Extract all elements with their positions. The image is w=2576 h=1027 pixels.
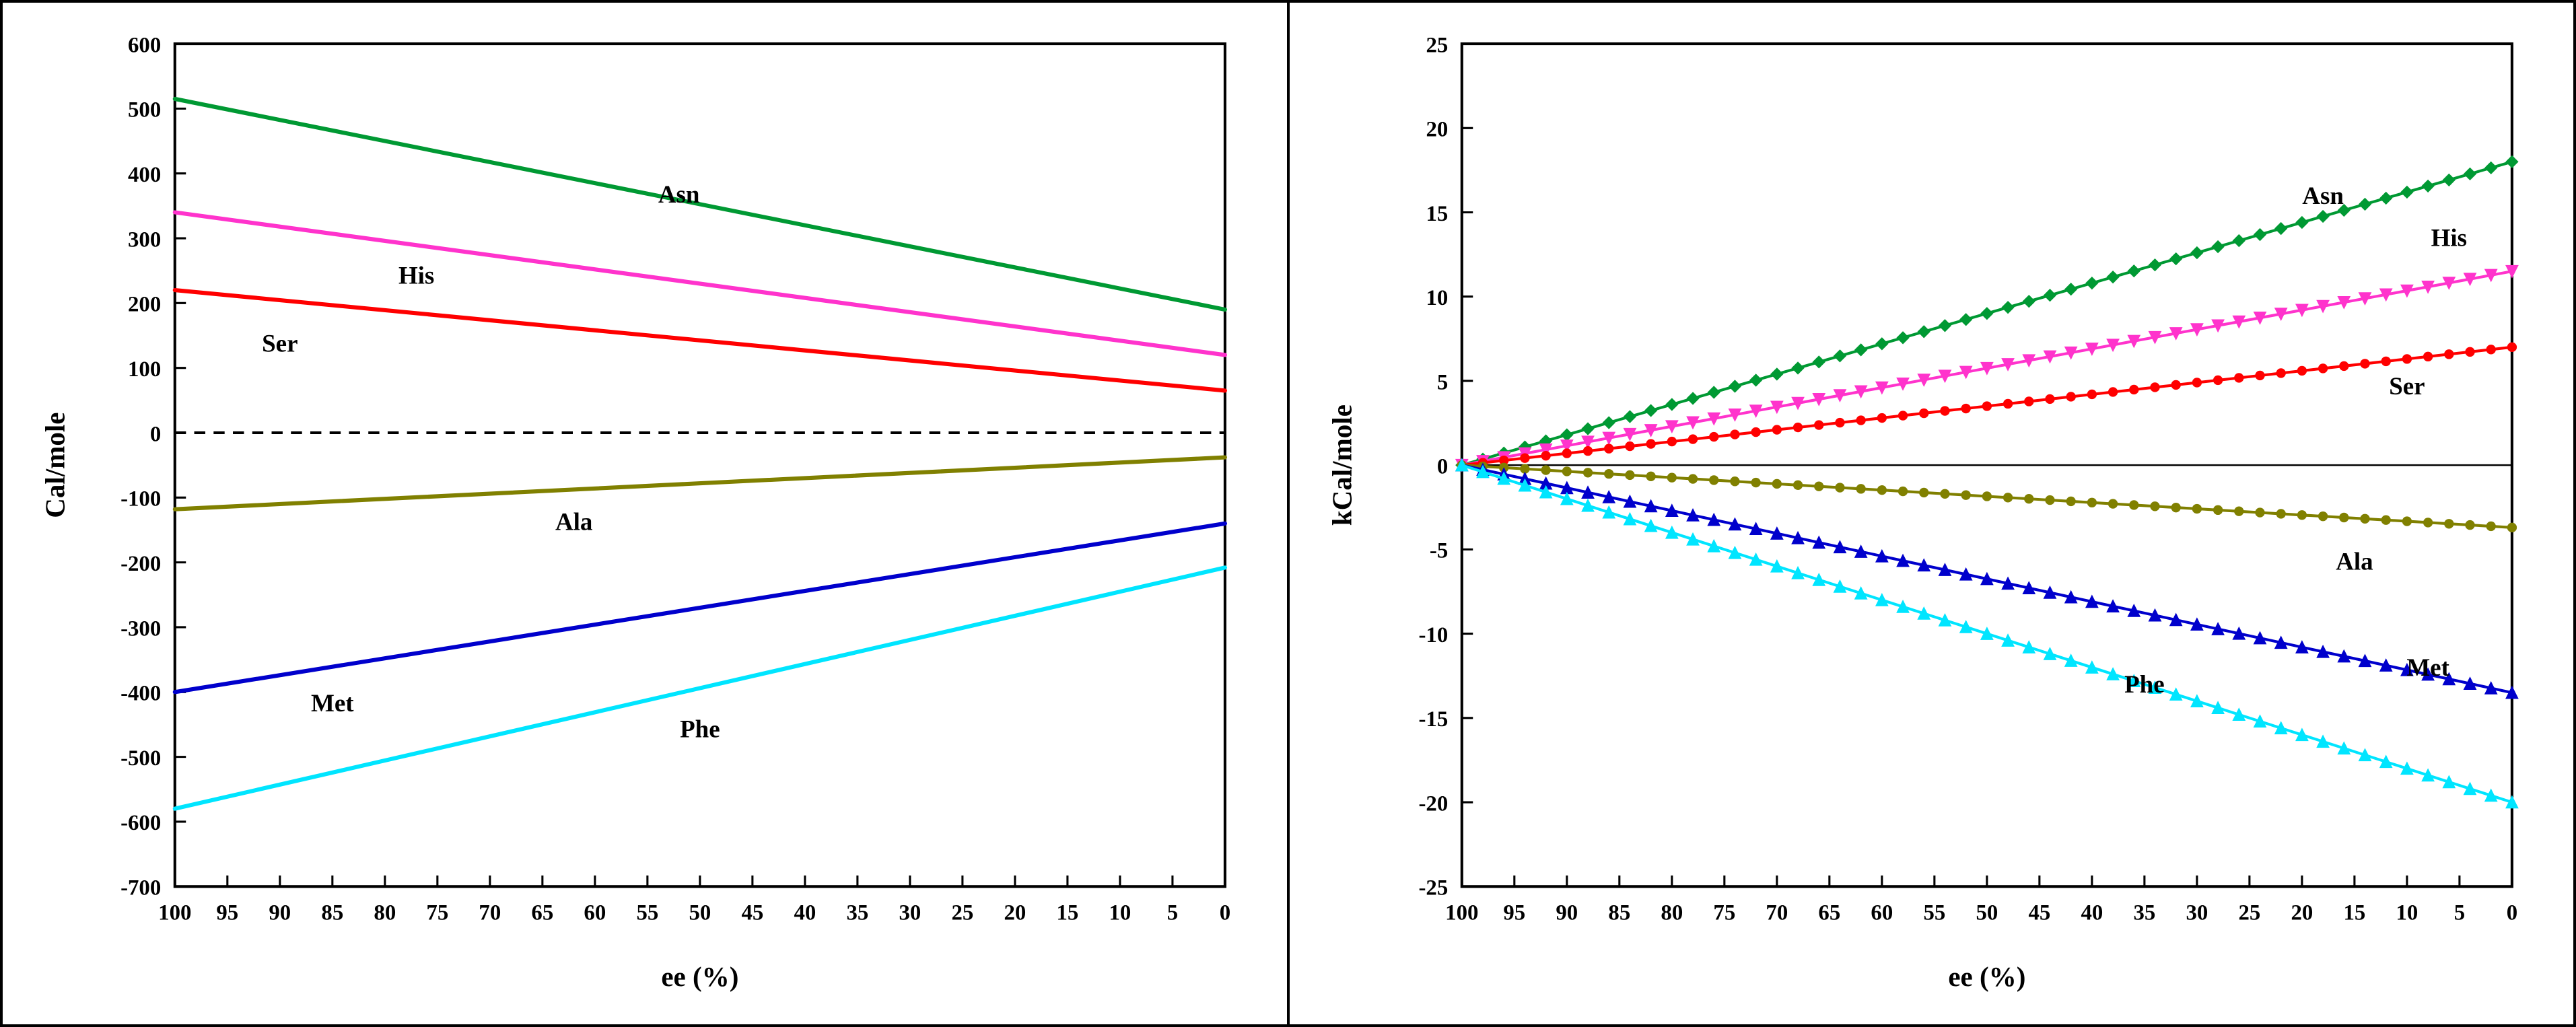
- right-chart: 1009590858075706560555045403530252015105…: [1310, 16, 2554, 1011]
- svg-text:35: 35: [846, 901, 868, 925]
- svg-text:20: 20: [2291, 901, 2313, 925]
- svg-text:5: 5: [1436, 370, 1447, 394]
- svg-text:20: 20: [1426, 118, 1448, 142]
- svg-text:0: 0: [1436, 454, 1447, 479]
- svg-text:75: 75: [426, 901, 448, 925]
- right-panel: 1009590858075706560555045403530252015105…: [1290, 0, 2576, 1027]
- svg-text:65: 65: [1818, 901, 1840, 925]
- svg-text:300: 300: [128, 227, 161, 252]
- svg-text:45: 45: [741, 901, 763, 925]
- svg-text:90: 90: [269, 901, 291, 925]
- svg-text:95: 95: [216, 901, 238, 925]
- svg-text:85: 85: [1608, 901, 1630, 925]
- svg-text:100: 100: [1445, 901, 1478, 925]
- svg-text:-5: -5: [1429, 539, 1447, 563]
- svg-text:50: 50: [689, 901, 711, 925]
- svg-text:45: 45: [2028, 901, 2050, 925]
- svg-text:5: 5: [2453, 901, 2464, 925]
- svg-text:55: 55: [1923, 901, 1945, 925]
- svg-text:-20: -20: [1418, 791, 1448, 816]
- svg-text:15: 15: [1426, 202, 1448, 226]
- svg-text:10: 10: [2396, 901, 2418, 925]
- svg-text:55: 55: [636, 901, 658, 925]
- svg-text:-25: -25: [1418, 876, 1448, 900]
- svg-text:-200: -200: [120, 552, 161, 576]
- svg-text:-100: -100: [120, 487, 161, 511]
- svg-text:100: 100: [158, 901, 191, 925]
- svg-text:15: 15: [2343, 901, 2365, 925]
- svg-text:-600: -600: [120, 811, 161, 835]
- svg-text:35: 35: [2133, 901, 2155, 925]
- svg-text:95: 95: [1503, 901, 1525, 925]
- svg-text:200: 200: [128, 293, 161, 317]
- svg-text:70: 70: [479, 901, 501, 925]
- svg-text:60: 60: [584, 901, 606, 925]
- svg-text:60: 60: [1871, 901, 1893, 925]
- svg-text:0: 0: [150, 422, 161, 446]
- svg-text:His: His: [398, 261, 434, 289]
- left-panel: 1009590858075706560555045403530252015105…: [0, 0, 1290, 1027]
- svg-text:5: 5: [1167, 901, 1178, 925]
- svg-text:10: 10: [1109, 901, 1131, 925]
- svg-text:Ala: Ala: [555, 507, 592, 535]
- svg-text:65: 65: [531, 901, 553, 925]
- svg-text:500: 500: [128, 98, 161, 122]
- svg-text:-15: -15: [1418, 707, 1448, 732]
- svg-text:Met: Met: [2406, 653, 2449, 681]
- svg-text:ee (%): ee (%): [1948, 961, 2025, 992]
- svg-text:Ala: Ala: [2336, 547, 2373, 575]
- svg-text:10: 10: [1426, 286, 1448, 310]
- svg-text:Ser: Ser: [262, 330, 298, 357]
- svg-text:70: 70: [1766, 901, 1788, 925]
- svg-text:Met: Met: [311, 689, 354, 717]
- svg-text:-10: -10: [1418, 623, 1448, 647]
- left-chart: 1009590858075706560555045403530252015105…: [23, 16, 1267, 1011]
- svg-text:30: 30: [899, 901, 921, 925]
- svg-text:Cal/mole: Cal/mole: [40, 412, 71, 518]
- svg-text:25: 25: [951, 901, 973, 925]
- svg-text:40: 40: [794, 901, 816, 925]
- svg-text:30: 30: [2186, 901, 2208, 925]
- svg-text:-300: -300: [120, 616, 161, 641]
- svg-text:600: 600: [128, 33, 161, 57]
- svg-text:Ser: Ser: [2389, 372, 2425, 400]
- chart-pair: 1009590858075706560555045403530252015105…: [0, 0, 2576, 1027]
- svg-text:90: 90: [1556, 901, 1578, 925]
- svg-text:25: 25: [2238, 901, 2260, 925]
- svg-text:85: 85: [321, 901, 343, 925]
- svg-text:kCal/mole: kCal/mole: [1326, 404, 1357, 526]
- svg-text:Asn: Asn: [2302, 182, 2344, 209]
- svg-text:-500: -500: [120, 746, 161, 771]
- svg-text:40: 40: [2081, 901, 2103, 925]
- svg-text:25: 25: [1426, 33, 1448, 57]
- svg-text:-400: -400: [120, 682, 161, 706]
- svg-text:400: 400: [128, 163, 161, 187]
- svg-text:Phe: Phe: [2124, 670, 2165, 698]
- svg-text:15: 15: [1056, 901, 1078, 925]
- svg-text:ee (%): ee (%): [661, 961, 738, 992]
- svg-text:80: 80: [1661, 901, 1683, 925]
- svg-text:80: 80: [374, 901, 396, 925]
- svg-text:20: 20: [1004, 901, 1026, 925]
- svg-text:His: His: [2431, 224, 2466, 252]
- svg-text:0: 0: [1220, 901, 1230, 925]
- svg-text:0: 0: [2506, 901, 2517, 925]
- svg-text:Asn: Asn: [658, 180, 700, 208]
- svg-text:75: 75: [1713, 901, 1735, 925]
- svg-text:100: 100: [128, 357, 161, 382]
- svg-text:-700: -700: [120, 876, 161, 900]
- svg-text:Phe: Phe: [680, 715, 720, 743]
- svg-text:50: 50: [1976, 901, 1998, 925]
